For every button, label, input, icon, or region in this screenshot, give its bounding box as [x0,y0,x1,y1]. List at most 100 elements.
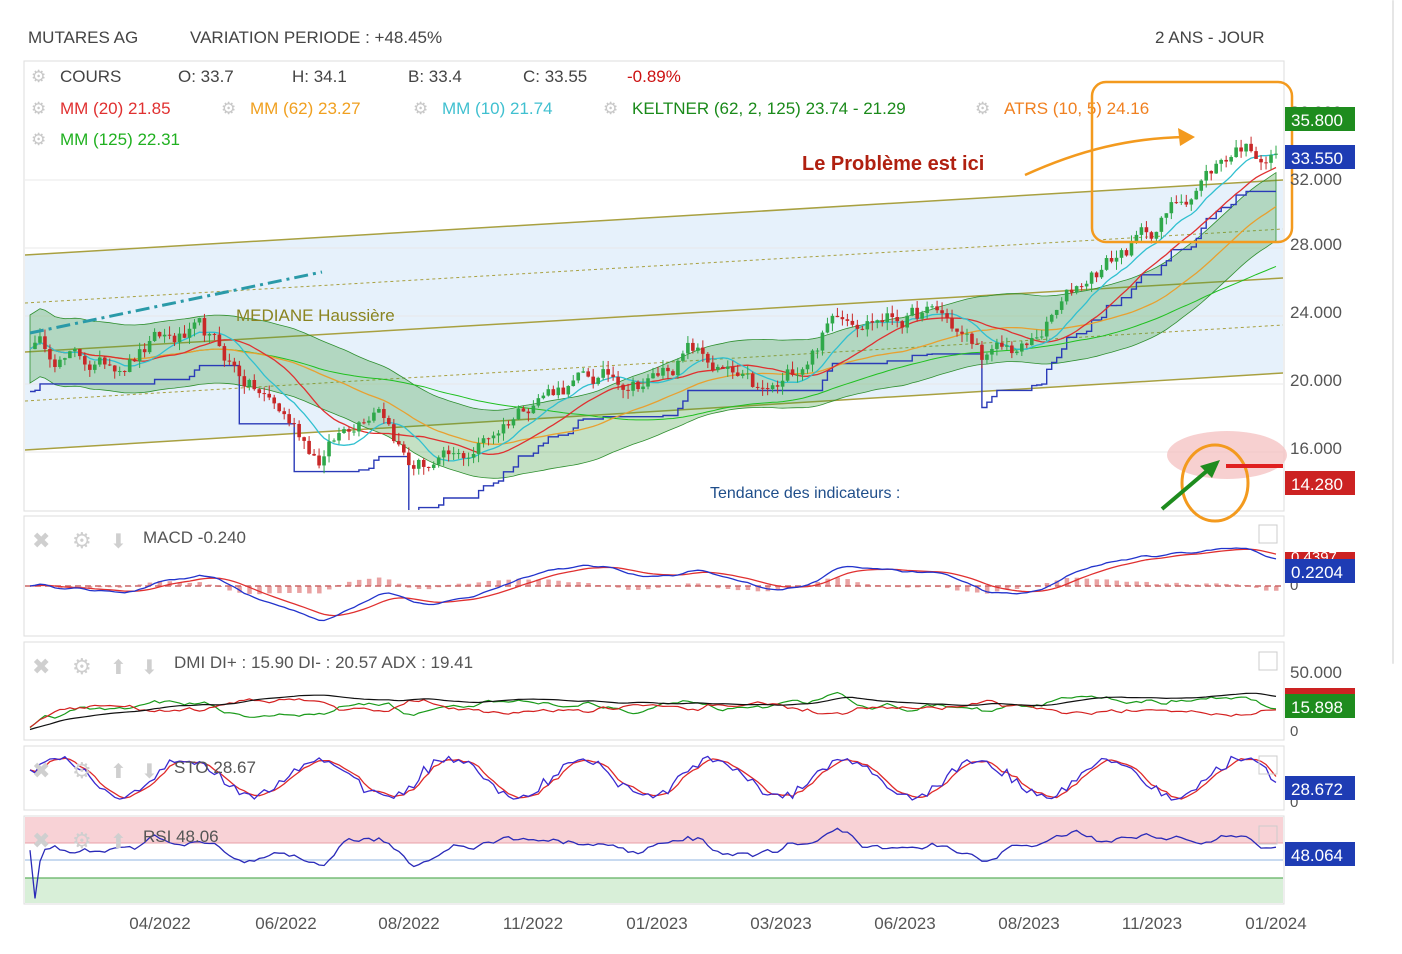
mm10-label: MM (10) 21.74 [442,99,553,118]
candle-body [307,440,311,454]
candle-body [1039,336,1044,338]
candle-body [217,334,222,347]
panel-checkbox[interactable] [1258,651,1278,671]
gear-icon[interactable]: ⚙ [72,828,92,853]
candle-body [292,423,296,425]
macd-bar [695,583,701,586]
trend-circle [1180,443,1250,523]
badge-high [1285,107,1355,131]
macd-bar [1074,577,1080,586]
candle-body [142,349,147,353]
candle-body [287,414,291,424]
macd-bar [994,586,1000,592]
macd-bar [496,580,501,586]
change-value: -0.89% [627,67,681,86]
candle-body [237,365,242,377]
candle-body [820,332,825,351]
macd-bar [396,583,402,586]
candle-body [805,364,810,370]
candle-body [915,307,919,319]
candle-body [1015,351,1019,354]
problem-arrow-icon [1024,135,1186,177]
gear-icon[interactable]: ⚙ [72,528,92,553]
macd-bar [835,577,840,586]
period-variation: VARIATION PERIODE : +48.45% [190,28,443,47]
candle-body [441,450,446,458]
candle-body [1229,157,1233,162]
candle-body [990,348,994,355]
candle-body [68,351,72,359]
candle-body [1164,213,1169,218]
macd-bar [177,582,183,586]
candle-body [247,379,252,387]
candle-body [1114,257,1119,262]
close-icon[interactable]: ✖ [32,654,50,679]
panel-checkbox[interactable] [1258,755,1278,775]
tick-24: 24.000 [1290,303,1342,322]
candle-body [1129,241,1134,256]
candle-body [955,328,959,332]
candle-body [33,342,37,350]
macd-bar [1134,581,1139,586]
candle-body [860,328,865,330]
close-icon[interactable]: ✖ [32,758,50,783]
candle-body [880,320,885,323]
gear-icon[interactable]: ⚙ [72,758,92,783]
macd-bar [974,586,980,593]
macd-bar [1064,578,1070,586]
candle-body [317,455,321,466]
candle-body [327,441,331,457]
macd-bar [307,586,312,594]
macd-bar [556,580,561,586]
candle-body [745,373,750,375]
dmi-badge [1285,694,1355,718]
arrow-down-icon[interactable]: ⬇ [110,531,127,553]
arrow-down-icon[interactable]: ⬇ [141,657,158,679]
candle-body [53,359,57,367]
median-trend-dashed [29,270,323,335]
candle-body [885,313,890,323]
candle-body [715,366,720,371]
arrow-up-icon[interactable]: ⬆ [110,761,127,783]
candle-body [1029,338,1034,346]
candle-body [486,438,491,440]
candle-body [177,333,182,343]
arrow-up-icon[interactable]: ⬆ [110,657,127,679]
candle-body [1099,269,1104,278]
candle-body [1239,147,1243,152]
candle-body [446,450,451,455]
window-edge [1392,0,1394,664]
candle-body [845,319,850,321]
candle-body [172,335,177,343]
macd-bar [1164,583,1169,586]
gear-icon[interactable]: ⚙ [72,654,92,679]
candle-body [132,359,137,362]
sto-slow-line [29,757,1277,800]
macd-bar [1254,586,1259,588]
macd-bar [267,586,272,594]
panel-checkbox[interactable] [1258,825,1278,845]
close-icon[interactable]: ✖ [32,528,50,553]
candle-body [830,315,835,324]
tick-16: 16.000 [1290,439,1342,458]
arrow-down-icon[interactable]: ⬇ [141,761,158,783]
candle-body [581,371,586,373]
arrow-up-icon[interactable]: ⬆ [110,831,127,853]
candle-body [1109,258,1114,262]
mm10-line [29,153,1277,462]
macd-bar [646,586,651,590]
close-icon[interactable]: ✖ [32,828,50,853]
macd-bar [855,582,860,586]
candle-body [1269,154,1273,163]
candle-body [671,371,675,376]
period-selector[interactable]: 2 ANS - JOUR [1155,28,1265,47]
dmi-minus-line [29,698,1277,728]
candle-body [122,371,127,373]
candle-body [48,349,52,360]
candle-body [416,459,421,469]
candle-body [1244,143,1248,152]
panel-checkbox[interactable] [1258,524,1278,544]
macd-bar [1274,586,1279,591]
candle-body [850,320,855,325]
